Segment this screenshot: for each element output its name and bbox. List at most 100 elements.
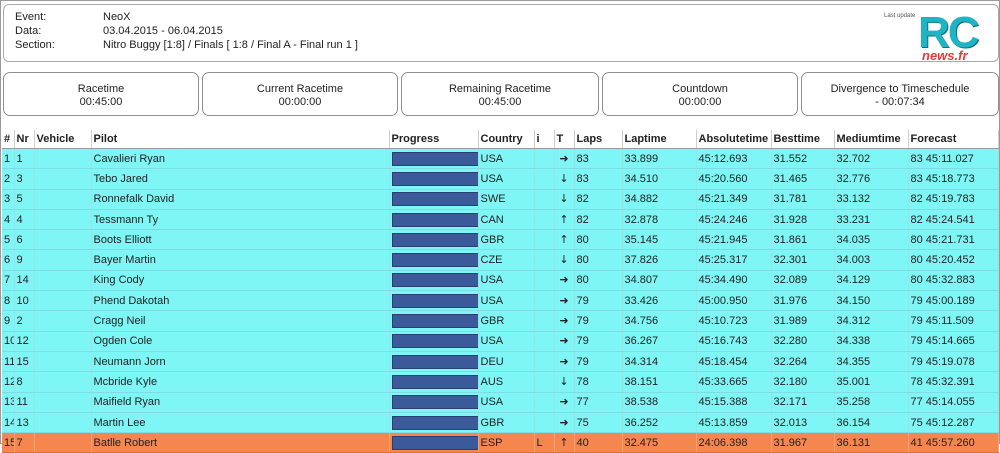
- table-row[interactable]: 1 1 Cavalieri Ryan USA ➜ 83 33.899 45:12.693 31.…: [2, 148, 999, 170]
- cell-laps: 40: [574, 432, 623, 453]
- col-header-forecast[interactable]: Forecast: [908, 130, 999, 149]
- cell-vehicle: [34, 189, 92, 210]
- cell-laps: 78: [574, 371, 623, 393]
- cell-forecast: 77 45:14.055: [908, 392, 999, 413]
- col-header-mediumtime[interactable]: Mediumtime: [834, 130, 909, 149]
- timer-value: 00:00:00: [278, 96, 322, 108]
- col-header-pilot[interactable]: Pilot: [91, 130, 390, 149]
- col-header-laps[interactable]: Laps: [574, 130, 623, 149]
- cell-trend: ↑: [554, 432, 575, 453]
- cell-vehicle: [34, 209, 92, 231]
- cell-progress: [389, 351, 479, 373]
- cell-pilot: Cavalieri Ryan: [91, 148, 390, 170]
- arrow-right-icon: ➜: [559, 293, 569, 307]
- progress-track: [391, 171, 477, 186]
- cell-besttime: 32.180: [771, 371, 835, 393]
- table-row[interactable]: 1012 Ogden Cole USA ➜ 7936.26745:16.74332.28…: [2, 331, 999, 352]
- table-row[interactable]: 128 Mcbride Kyle AUS ↓ 7838.15145:33.66532.1…: [2, 371, 999, 393]
- cell-vehicle: [34, 351, 92, 373]
- col-header-nr[interactable]: Nr: [14, 130, 35, 149]
- cell-i: [534, 290, 555, 312]
- table-row[interactable]: 9 2 Cragg Neil GBR ➜ 79 34.756 45:10.723 31.989 3…: [2, 310, 999, 332]
- col-header-trend[interactable]: T: [554, 130, 575, 149]
- col-header-progress[interactable]: Progress: [389, 130, 479, 149]
- table-row[interactable]: 2 3 Tebo Jared USA ↓ 83 34.510 45:20.560 31.465 3…: [2, 168, 999, 190]
- cell-country: GBR: [478, 310, 535, 332]
- cell-vehicle: [34, 412, 92, 434]
- table-row[interactable]: 4 4 Tessmann Ty CAN ↑ 82 32.878 45:24.246 31.928…: [2, 209, 999, 231]
- cell-country: SWE: [478, 189, 535, 210]
- cell-progress: [389, 229, 479, 251]
- progress-bar: [391, 435, 477, 450]
- cell-trend: ↓: [554, 249, 575, 271]
- cell-trend: ➜: [554, 310, 575, 332]
- table-row[interactable]: 5 6 Boots Elliott GBR ↑ 80 35.145 45:21.945 31.8…: [2, 229, 999, 251]
- table-row[interactable]: 7 14 King Cody USA ➜ 80 34.807 45:34.490 32.089 3…: [2, 270, 999, 292]
- logo-news-text: news.fr: [922, 48, 968, 63]
- cell-forecast: 82 45:24.541: [908, 209, 999, 231]
- arrow-right-icon: ➜: [559, 415, 569, 429]
- cell-forecast: 83 45:11.027: [908, 148, 999, 170]
- cell-mediumtime: 32.776: [834, 168, 909, 190]
- col-header-absolutetime[interactable]: Absolutetime: [696, 130, 772, 149]
- progress-bar: [391, 192, 477, 207]
- cell-progress: [389, 310, 479, 332]
- table-row[interactable]: 6 9 Bayer Martin CZE ↓ 80 37.826 45:25.317 32.30…: [2, 249, 999, 271]
- arrow-right-icon: ➜: [559, 314, 569, 328]
- arrow-down-icon: ↓: [559, 374, 569, 388]
- cell-laptime: 33.426: [622, 290, 697, 312]
- progress-bar: [391, 253, 477, 268]
- cell-trend: ➜: [554, 148, 575, 170]
- cell-nr: 14: [14, 270, 35, 292]
- cell-i: [534, 371, 555, 393]
- col-header-laptime[interactable]: Laptime: [622, 130, 697, 149]
- col-header-besttime[interactable]: Besttime: [771, 130, 835, 149]
- cell-besttime: 32.089: [771, 270, 835, 292]
- cell-laps: 79: [574, 310, 623, 332]
- cell-laps: 79: [574, 351, 623, 373]
- cell-pos: 12: [2, 371, 15, 393]
- arrow-right-icon: ➜: [559, 354, 569, 368]
- table-row[interactable]: 8 10 Phend Dakotah USA ➜ 79 33.426 45:00.950 31.…: [2, 290, 999, 312]
- cell-trend: ➜: [554, 290, 575, 312]
- cell-trend: ↓: [554, 168, 575, 190]
- cell-vehicle: [34, 432, 92, 453]
- cell-pilot: Bayer Martin: [91, 249, 390, 271]
- col-header-i[interactable]: i: [534, 130, 555, 149]
- progress-track: [391, 415, 477, 430]
- progress-track: [391, 334, 477, 349]
- cell-progress: [389, 412, 479, 434]
- table-row[interactable]: 1115 Neumann Jorn DEU ➜ 7934.31445:18.45432.…: [2, 351, 999, 373]
- cell-vehicle: [34, 249, 92, 271]
- progress-bar: [391, 415, 477, 430]
- timer-divergence: Divergence to Timeschedule - 00:07:34: [801, 72, 999, 116]
- cell-mediumtime: 35.258: [834, 392, 909, 413]
- cell-nr: 5: [14, 189, 35, 210]
- cell-i: [534, 351, 555, 373]
- col-header-country[interactable]: Country: [478, 130, 535, 149]
- table-row[interactable]: 1413 Martin Lee GBR ➜ 7536.25245:13.85932.01…: [2, 412, 999, 434]
- progress-bar: [391, 334, 477, 349]
- cell-progress: [389, 209, 479, 231]
- timer-value: 00:45:00: [79, 96, 123, 108]
- logo-rc-text: RC: [918, 8, 980, 57]
- progress-track: [391, 374, 477, 389]
- cell-laps: 80: [574, 249, 623, 271]
- arrow-right-icon: ➜: [559, 395, 569, 409]
- col-header-vehicle[interactable]: Vehicle: [34, 130, 92, 149]
- cell-forecast: 80 45:20.452: [908, 249, 999, 271]
- col-header-pos[interactable]: #: [2, 130, 15, 149]
- table-row[interactable]: 1311 Maifield Ryan USA ➜ 7738.53845:15.38832…: [2, 392, 999, 413]
- timer-value: - 00:07:34: [875, 96, 925, 108]
- cell-pilot: Martin Lee: [91, 412, 390, 434]
- progress-track: [391, 192, 477, 207]
- cell-laps: 82: [574, 189, 623, 210]
- timer-remaining-racetime: Remaining Racetime 00:45:00: [401, 72, 599, 116]
- cell-laptime: 32.475: [622, 432, 697, 453]
- cell-pilot: Ronnefalk David: [91, 189, 390, 210]
- cell-pilot: Tessmann Ty: [91, 209, 390, 231]
- table-row[interactable]: 3 5 Ronnefalk David SWE ↓ 82 34.882 45:21.349 31…: [2, 189, 999, 210]
- cell-country: USA: [478, 270, 535, 292]
- cell-forecast: 75 45:12.287: [908, 412, 999, 434]
